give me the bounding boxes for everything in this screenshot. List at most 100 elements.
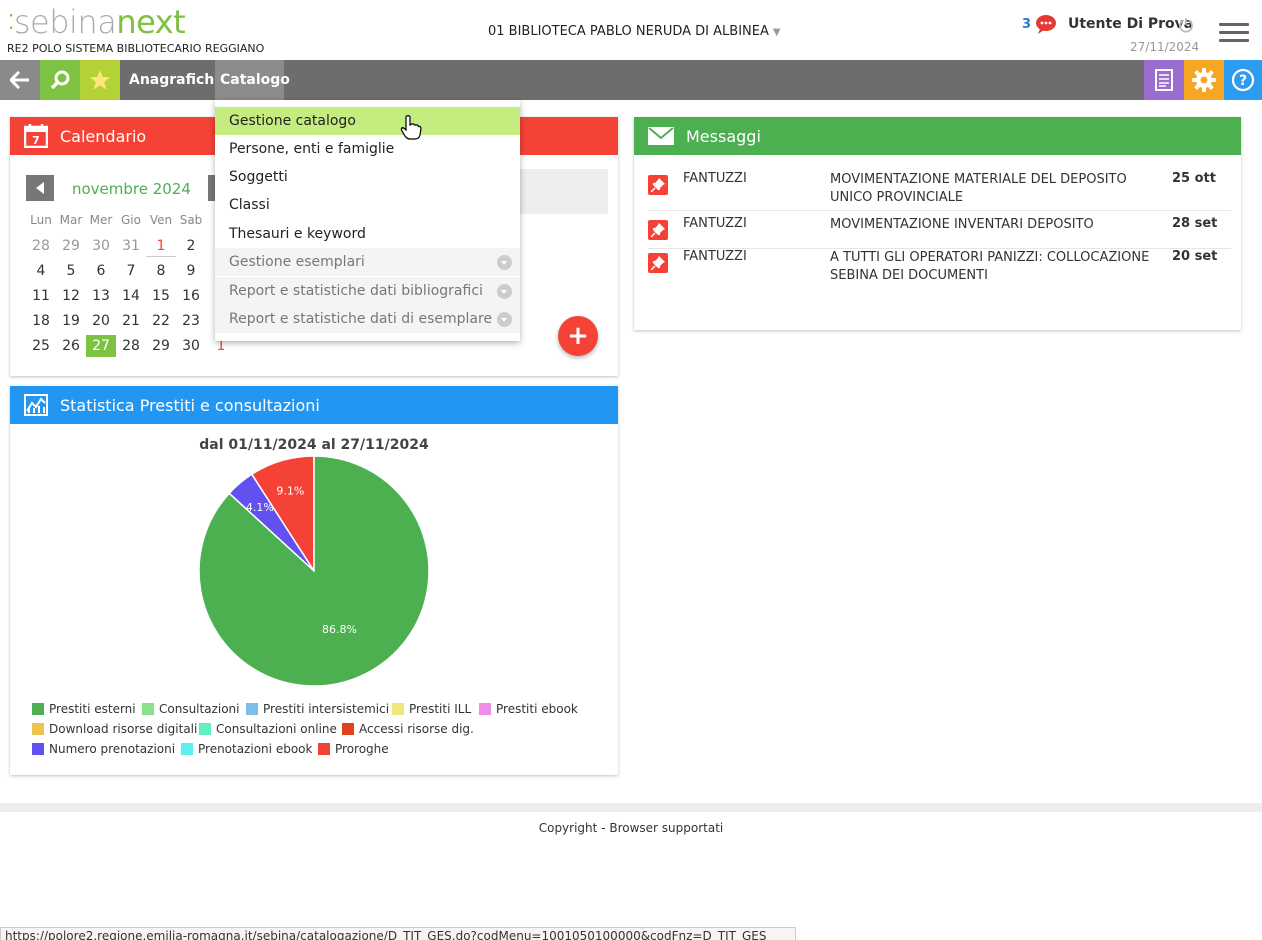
calendar-day[interactable]: 29: [152, 338, 170, 354]
legend-item[interactable]: Accessi risorse dig.: [342, 722, 474, 736]
menu-anagrafiche[interactable]: Anagrafiche: [129, 72, 224, 88]
calendar-day[interactable]: 20: [92, 313, 110, 329]
message-row[interactable]: FANTUZZI MOVIMENTAZIONE MATERIALE DEL DEP…: [648, 171, 1231, 211]
message-row[interactable]: FANTUZZI A TUTTI GLI OPERATORI PANIZZI: C…: [648, 249, 1231, 289]
calendar-day[interactable]: 23: [182, 313, 200, 329]
pin-icon[interactable]: [648, 253, 668, 273]
legend-swatch: [181, 743, 193, 755]
calendar-day[interactable]: 28: [122, 338, 140, 354]
caret-down-icon: ▼: [772, 27, 781, 38]
legend-item[interactable]: Numero prenotazioni: [32, 742, 175, 756]
calendar-day[interactable]: 15: [152, 288, 170, 304]
calendar-day[interactable]: 27: [86, 335, 116, 357]
pin-icon[interactable]: [648, 175, 668, 195]
dropdown-item-label: Report e statistiche dati di esemplare: [229, 311, 493, 327]
legend-item[interactable]: Prestiti ebook: [479, 702, 578, 716]
calendar-day[interactable]: 30: [182, 338, 200, 354]
dropdown-item[interactable]: Gestione esemplari: [215, 248, 520, 276]
favorites-button[interactable]: [80, 60, 120, 100]
legend-item[interactable]: Download risorse digitali: [32, 722, 197, 736]
header-date: 27/11/2024: [1130, 40, 1200, 54]
message-sender: FANTUZZI: [683, 216, 747, 231]
menu-catalogo[interactable]: Catalogo: [215, 60, 290, 100]
dropdown-item-label: Report e statistiche dati bibliografici: [229, 283, 483, 299]
calendar-day[interactable]: 8: [156, 263, 166, 279]
calendar-day[interactable]: 26: [62, 338, 80, 354]
calendar-day[interactable]: 1: [216, 338, 226, 354]
weekday-label: Ven: [149, 213, 173, 227]
message-count[interactable]: 3: [1022, 17, 1032, 32]
power-icon[interactable]: [1178, 17, 1194, 33]
legend-item[interactable]: Prenotazioni ebook: [181, 742, 312, 756]
message-subject[interactable]: MOVIMENTAZIONE MATERIALE DEL DEPOSITO UN…: [830, 172, 1127, 205]
legend-item[interactable]: Prestiti esterni: [32, 702, 136, 716]
calendar-day[interactable]: 5: [66, 263, 76, 279]
legend-item[interactable]: Consultazioni online: [199, 722, 337, 736]
calendar-day[interactable]: 22: [152, 313, 170, 329]
calendar-day[interactable]: 28: [32, 238, 50, 254]
statistics-title: Statistica Prestiti e consultazioni: [60, 395, 320, 415]
calendar-day[interactable]: 2: [186, 238, 196, 254]
pie-chart: 9.1%4.1% 86.8%: [198, 455, 430, 687]
calendar-day[interactable]: 21: [122, 313, 140, 329]
legend-swatch: [32, 743, 44, 755]
legend-item[interactable]: Prestiti ILL: [392, 702, 471, 716]
calendar-day[interactable]: 6: [96, 263, 106, 279]
calendar-day[interactable]: 13: [92, 288, 110, 304]
calendar-day[interactable]: 7: [126, 263, 136, 279]
legend-item[interactable]: Consultazioni: [142, 702, 240, 716]
calendar-day[interactable]: 1: [146, 235, 176, 257]
chevron-down-icon[interactable]: [497, 284, 512, 299]
calendar-day[interactable]: 18: [32, 313, 50, 329]
chevron-down-icon[interactable]: [497, 312, 512, 327]
help-button[interactable]: ?: [1224, 60, 1262, 100]
legend-item[interactable]: Prestiti intersistemici: [246, 702, 389, 716]
pie-slice[interactable]: [198, 455, 430, 687]
calendar-day[interactable]: 9: [186, 263, 196, 279]
app-logo[interactable]: ⁚sebinanext: [8, 4, 186, 40]
chat-icon[interactable]: [1035, 14, 1057, 34]
add-event-button[interactable]: +: [558, 316, 598, 356]
library-selector[interactable]: 01 BIBLIOTECA PABLO NERUDA DI ALBINEA ▼: [488, 24, 781, 39]
message-row[interactable]: FANTUZZI MOVIMENTAZIONE INVENTARI DEPOSIT…: [648, 216, 1231, 249]
documents-button[interactable]: [1144, 60, 1184, 100]
supported-browsers-link[interactable]: Browser supportati: [609, 821, 724, 835]
settings-button[interactable]: [1184, 60, 1224, 100]
message-subject[interactable]: MOVIMENTAZIONE INVENTARI DEPOSITO: [830, 217, 1094, 232]
user-name[interactable]: Utente Di Prova: [1068, 16, 1194, 32]
calendar-day[interactable]: 16: [182, 288, 200, 304]
message-subject[interactable]: A TUTTI GLI OPERATORI PANIZZI: COLLOCAZI…: [830, 250, 1150, 283]
search-button[interactable]: [40, 60, 80, 100]
help-icon: ?: [1231, 68, 1255, 92]
dropdown-item[interactable]: Gestione catalogo: [215, 107, 520, 135]
dropdown-item[interactable]: Report e statistiche dati bibliografici: [215, 277, 520, 305]
calendar-day[interactable]: 14: [122, 288, 140, 304]
dropdown-item[interactable]: Thesauri e keyword: [215, 220, 520, 248]
legend-item[interactable]: Proroghe: [318, 742, 389, 756]
copyright-link[interactable]: Copyright: [538, 821, 598, 835]
legend-label: Accessi risorse dig.: [359, 722, 474, 736]
chevron-down-icon[interactable]: [497, 255, 512, 270]
calendar-day[interactable]: 12: [62, 288, 80, 304]
dropdown-item[interactable]: Persone, enti e famiglie: [215, 135, 520, 163]
app-header: ⁚sebinanext RE2 POLO SISTEMA BIBLIOTECAR…: [0, 0, 1262, 60]
calendar-day[interactable]: 31: [122, 238, 140, 254]
calendar-day[interactable]: 19: [62, 313, 80, 329]
status-bar-url: https://polore2.regione.emilia-romagna.i…: [0, 927, 796, 940]
dropdown-item[interactable]: Report e statistiche dati di esemplare: [215, 305, 520, 333]
calendar-prev-button[interactable]: [26, 175, 54, 201]
calendar-day[interactable]: 25: [32, 338, 50, 354]
hamburger-menu-icon[interactable]: [1219, 23, 1249, 43]
svg-text:7: 7: [32, 134, 40, 147]
calendar-day[interactable]: 30: [92, 238, 110, 254]
calendar-day[interactable]: 11: [32, 288, 50, 304]
pie-slice-label: 4.1%: [246, 501, 274, 514]
dropdown-item[interactable]: Classi: [215, 191, 520, 219]
dropdown-item[interactable]: Soggetti: [215, 163, 520, 191]
back-button[interactable]: [0, 60, 40, 100]
dropdown-item-label: Gestione catalogo: [229, 113, 356, 129]
pin-icon[interactable]: [648, 220, 668, 240]
calendar-day[interactable]: 29: [62, 238, 80, 254]
svg-text:?: ?: [1239, 73, 1247, 89]
calendar-day[interactable]: 4: [36, 263, 46, 279]
